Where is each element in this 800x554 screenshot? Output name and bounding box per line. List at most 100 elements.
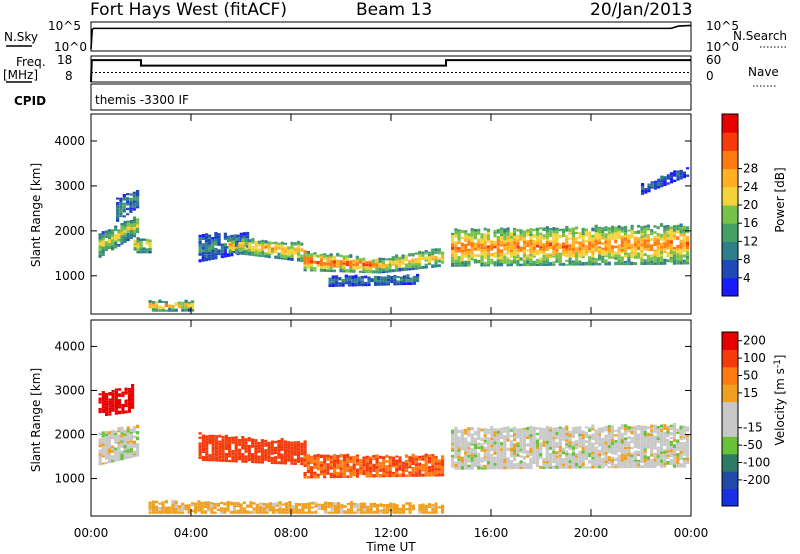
heat-cell xyxy=(434,465,438,468)
heat-cell xyxy=(214,232,218,236)
heat-cell xyxy=(406,274,410,277)
heat-cell xyxy=(464,457,468,460)
heat-cell xyxy=(627,463,631,465)
heat-cell xyxy=(663,441,667,444)
heat-cell xyxy=(451,238,455,242)
heat-cell xyxy=(408,461,412,464)
heat-cell xyxy=(454,463,458,467)
heat-cell xyxy=(241,453,245,455)
heat-cell xyxy=(532,262,536,266)
heat-cell xyxy=(303,472,307,474)
heat-cell xyxy=(503,228,507,233)
heat-cell xyxy=(562,438,566,441)
heat-cell xyxy=(519,433,523,437)
heat-cell xyxy=(362,271,366,274)
heat-cell xyxy=(617,258,621,261)
heat-cell xyxy=(349,260,353,264)
heat-cell xyxy=(679,227,683,230)
heat-cell xyxy=(451,444,455,448)
heat-cell xyxy=(509,443,513,446)
heat-cell xyxy=(607,239,611,242)
heat-cell xyxy=(669,247,673,251)
heat-cell xyxy=(571,446,575,450)
heat-cell xyxy=(467,459,471,463)
heat-cell xyxy=(650,429,654,432)
heat-cell xyxy=(114,237,118,241)
heat-cell xyxy=(650,439,654,442)
heat-cell xyxy=(332,255,336,259)
heat-cell xyxy=(653,435,657,439)
heat-cell xyxy=(500,461,504,465)
heat-cell xyxy=(607,466,611,469)
heat-cell xyxy=(264,445,268,447)
heat-cell xyxy=(224,444,228,448)
heat-cell xyxy=(509,440,513,444)
heat-cell xyxy=(659,443,664,447)
heat-cell xyxy=(666,427,670,431)
heat-cell xyxy=(427,260,431,263)
heat-cell xyxy=(565,439,569,442)
heat-cell xyxy=(650,186,654,189)
heat-cell xyxy=(177,511,181,514)
heat-cell xyxy=(346,463,350,467)
heat-cell xyxy=(545,429,549,433)
heat-cell xyxy=(647,183,651,186)
heat-cell xyxy=(571,436,575,439)
heat-cell xyxy=(313,269,317,272)
heat-cell xyxy=(244,247,248,251)
heat-cell xyxy=(272,506,276,509)
heat-cell xyxy=(650,238,654,241)
heat-cell xyxy=(119,197,123,200)
heat-cell xyxy=(117,244,121,247)
heat-cell xyxy=(414,457,418,461)
heat-cell xyxy=(548,252,553,255)
heat-cell xyxy=(230,251,234,253)
heat-cell xyxy=(627,234,631,237)
heat-cell xyxy=(516,462,520,465)
heat-cell xyxy=(659,446,664,449)
heat-cell xyxy=(323,458,327,461)
heat-cell xyxy=(395,474,399,478)
heat-cell xyxy=(477,452,481,455)
heat-cell xyxy=(317,505,321,508)
heat-cell xyxy=(565,242,569,245)
power-ytick-label: 4000 xyxy=(54,134,85,148)
heat-cell xyxy=(98,462,102,466)
heat-cell xyxy=(529,457,533,461)
heat-cell xyxy=(117,441,121,445)
heat-cell xyxy=(617,432,621,435)
heat-cell xyxy=(133,247,137,251)
heat-cell xyxy=(98,407,102,412)
heat-cell xyxy=(346,511,350,514)
heat-cell xyxy=(342,255,346,259)
heat-cell xyxy=(389,505,393,509)
heat-cell xyxy=(197,503,201,506)
heat-cell xyxy=(548,452,553,456)
heat-cell xyxy=(270,242,275,245)
heat-cell xyxy=(121,407,125,411)
heat-cell xyxy=(207,503,211,507)
heat-cell xyxy=(158,305,162,310)
heat-cell xyxy=(669,446,673,450)
heat-cell xyxy=(454,262,458,265)
heat-cell xyxy=(669,175,674,178)
heat-cell xyxy=(408,471,412,474)
heat-cell xyxy=(336,471,340,476)
heat-cell xyxy=(126,429,130,433)
heat-cell xyxy=(211,434,215,438)
heat-cell xyxy=(427,469,432,473)
heat-cell xyxy=(129,233,133,237)
heat-cell xyxy=(467,257,471,261)
heat-cell xyxy=(434,458,438,462)
heat-cell xyxy=(129,223,133,227)
heat-cell xyxy=(571,449,575,453)
heat-cell xyxy=(260,441,264,444)
heat-cell xyxy=(496,251,500,254)
heat-cell xyxy=(663,250,667,254)
heat-cell xyxy=(313,471,317,475)
heat-cell xyxy=(588,434,592,437)
heat-cell xyxy=(483,251,487,255)
heat-cell xyxy=(493,229,497,232)
heat-cell xyxy=(406,278,410,283)
heat-cell xyxy=(545,257,549,261)
